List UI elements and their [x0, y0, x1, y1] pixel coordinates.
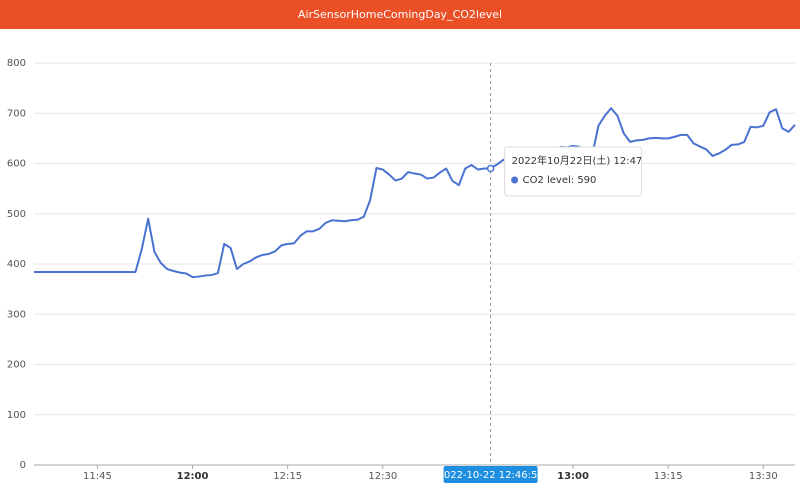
y-tick-label: 0	[20, 460, 26, 471]
x-tick-label: 11:45	[83, 471, 112, 482]
y-tick-label: 300	[7, 309, 26, 320]
crosshair-label-bg	[443, 466, 538, 483]
y-tick-label: 600	[7, 159, 26, 170]
x-tick-label: 12:15	[273, 471, 302, 482]
y-tick-label: 700	[7, 108, 26, 119]
x-tick-label: 13:00	[557, 471, 589, 482]
y-tick-label: 100	[7, 410, 26, 421]
tooltip-title: 2022年10月22日(土) 12:47	[512, 154, 643, 167]
x-tick-label: 12:30	[368, 471, 397, 482]
hover-point	[486, 164, 495, 173]
tooltip-label: CO2 level: 590	[523, 175, 597, 186]
x-tick-label: 13:30	[749, 471, 778, 482]
x-tick-label: 13:15	[654, 471, 683, 482]
y-tick-label: 500	[7, 209, 26, 220]
chart-title: AirSensorHomeComingDay_CO2level	[0, 0, 800, 29]
tooltip: 2022年10月22日(土) 12:47 CO2 level: 590	[504, 146, 643, 197]
x-tick-label: 12:00	[177, 471, 209, 482]
y-tick-label: 200	[7, 360, 26, 371]
y-tick-label: 800	[7, 58, 26, 69]
y-tick-label: 400	[7, 259, 26, 270]
tooltip-box	[504, 146, 643, 197]
data-line	[34, 107, 796, 279]
tooltip-swatch	[511, 176, 519, 184]
crosshair-label: 2022-10-22 12:46:58	[437, 470, 543, 481]
